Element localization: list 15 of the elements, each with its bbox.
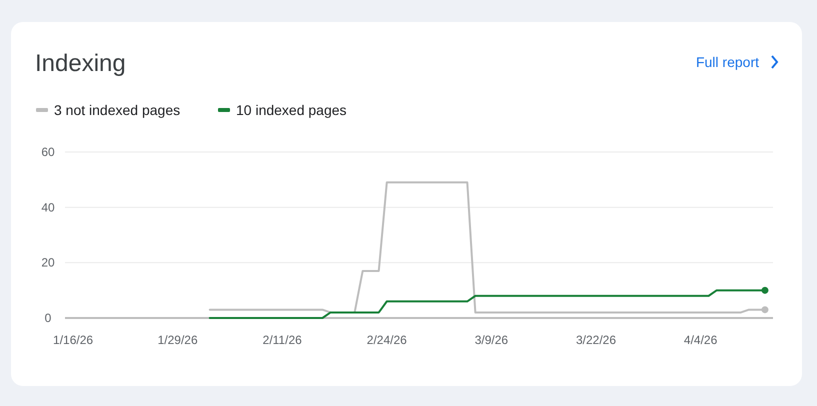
y-tick-label: 40 [41, 200, 55, 214]
y-tick-label: 0 [44, 311, 52, 325]
legend-label: 10 indexed pages [236, 102, 347, 118]
text: Full report [696, 54, 760, 70]
x-tick-label: 1/16/26 [53, 333, 94, 347]
y-tick-label: 20 [41, 256, 55, 270]
x-tick-label: 4/4/26 [684, 333, 718, 347]
y-tick-label: 60 [41, 145, 55, 159]
chart-title: Indexing [35, 50, 126, 77]
x-tick-label: 3/22/26 [576, 333, 616, 347]
x-tick-label: 2/11/26 [262, 333, 302, 347]
legend-label: 3 not indexed pages [54, 102, 180, 118]
x-tick-label: 3/9/26 [474, 333, 508, 347]
x-tick-label: 1/29/26 [158, 333, 198, 347]
x-tick-label: 2/24/26 [366, 333, 408, 347]
